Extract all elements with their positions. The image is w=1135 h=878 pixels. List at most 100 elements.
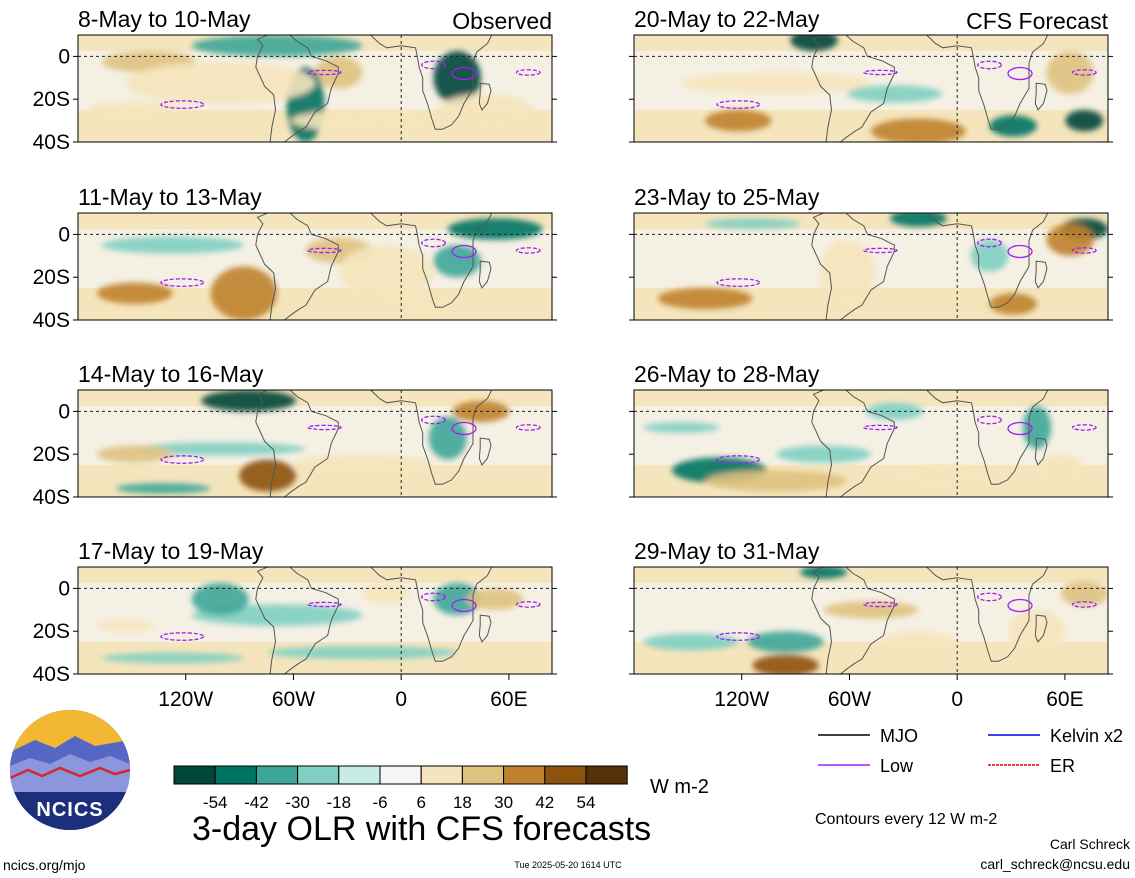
x-tick-label: 60E bbox=[1046, 688, 1083, 711]
panel-title: 20-May to 22-May bbox=[634, 6, 820, 32]
colorbar-swatch bbox=[420, 765, 463, 785]
africa-outline bbox=[926, 35, 1049, 130]
colorbar-swatch bbox=[379, 765, 422, 785]
continent-outlines bbox=[811, 35, 1049, 142]
low-contours bbox=[716, 60, 1097, 109]
low-contour-solid bbox=[451, 66, 477, 81]
low-contour bbox=[716, 455, 761, 464]
south-america-outline bbox=[255, 567, 339, 674]
wave-legend: MJO Kelvin x2 Low ER bbox=[818, 726, 1123, 776]
colorbar-swatch bbox=[255, 765, 299, 785]
colorbar-label: 18 bbox=[453, 793, 472, 812]
continent-outlines bbox=[811, 390, 1049, 497]
africa-outline bbox=[370, 567, 493, 662]
continent-outlines bbox=[255, 390, 493, 497]
colorbar-label: 30 bbox=[494, 793, 513, 812]
low-contour bbox=[716, 632, 761, 641]
low-contour bbox=[977, 592, 1003, 602]
map-panel: 29-May to 31-May bbox=[629, 538, 1113, 675]
footer-email: carl_schreck@ncsu.edu bbox=[980, 856, 1130, 872]
panel-frame bbox=[77, 34, 553, 143]
madagascar-outline bbox=[478, 260, 492, 289]
x-tick-label: 120W bbox=[158, 688, 213, 711]
madagascar-outline bbox=[478, 82, 492, 111]
colorbar-swatch bbox=[297, 765, 340, 785]
colorbar-swatch bbox=[461, 765, 505, 785]
low-contour-solid bbox=[1007, 66, 1033, 81]
continent-outlines bbox=[255, 35, 493, 142]
x-tick-label: 120W bbox=[714, 688, 769, 711]
madagascar-outline bbox=[1034, 437, 1048, 466]
madagascar-outline bbox=[1034, 260, 1048, 289]
longitude-axes: 120W 60W 0 60E 120W 60W 0 60E bbox=[158, 674, 1084, 711]
low-contour-solid bbox=[1007, 244, 1033, 259]
low-contour-solid bbox=[1007, 598, 1033, 613]
low-contour bbox=[1071, 247, 1097, 254]
y-tick-label: 20S bbox=[33, 443, 70, 466]
panel-frame bbox=[633, 389, 1109, 498]
south-america-outline bbox=[811, 213, 895, 320]
y-tick-label: 40S bbox=[33, 131, 70, 154]
low-contour-solid bbox=[1007, 421, 1033, 436]
africa-outline bbox=[926, 390, 1049, 485]
colorbar-swatch bbox=[544, 765, 587, 785]
low-contour bbox=[515, 69, 541, 76]
colorbar-label: 54 bbox=[577, 793, 596, 812]
low-contour bbox=[977, 415, 1003, 425]
low-contour bbox=[160, 632, 205, 641]
low-contour bbox=[863, 424, 898, 431]
colorbar-units: W m-2 bbox=[650, 776, 709, 798]
south-america-outline bbox=[811, 567, 895, 674]
footer-author: Carl Schreck bbox=[1050, 836, 1131, 852]
legend-label: Kelvin x2 bbox=[1050, 726, 1123, 746]
colorbar-label: -30 bbox=[285, 793, 310, 812]
x-tick-label: 60W bbox=[828, 688, 871, 711]
olr-field bbox=[634, 390, 1108, 497]
low-contours bbox=[160, 415, 541, 464]
africa-outline bbox=[926, 213, 1049, 308]
low-contour bbox=[160, 278, 205, 287]
x-tick-label: 60E bbox=[490, 688, 527, 711]
south-america-outline bbox=[255, 213, 339, 320]
madagascar-outline bbox=[478, 437, 492, 466]
panel-frame bbox=[77, 212, 553, 321]
low-contours bbox=[160, 238, 541, 287]
low-contour bbox=[515, 424, 541, 431]
panel-frame bbox=[633, 566, 1109, 675]
source-label: Observed bbox=[452, 8, 552, 34]
map-panel: 20-May to 22-May CFS Forecast bbox=[629, 6, 1113, 143]
south-america-outline bbox=[255, 35, 339, 142]
panel-title: 14-May to 16-May bbox=[78, 361, 264, 387]
low-contours bbox=[716, 238, 1097, 287]
low-contour-solid bbox=[451, 598, 477, 613]
continent-outlines bbox=[255, 213, 493, 320]
y-tick-label: 20S bbox=[33, 88, 70, 111]
y-tick-label: 20S bbox=[33, 620, 70, 643]
contour-note: Contours every 12 W m-2 bbox=[815, 811, 997, 828]
low-contour-solid bbox=[451, 244, 477, 259]
low-contour bbox=[420, 60, 446, 70]
footer-url: ncics.org/mjo bbox=[3, 857, 86, 873]
madagascar-outline bbox=[1034, 614, 1048, 643]
low-contour bbox=[420, 415, 446, 425]
low-contour bbox=[1071, 601, 1097, 608]
y-tick-label: 0 bbox=[58, 223, 70, 246]
y-tick-label: 0 bbox=[58, 577, 70, 600]
ncics-logo: NCICS bbox=[10, 710, 130, 830]
low-contour bbox=[515, 247, 541, 254]
panel-title: 23-May to 25-May bbox=[634, 184, 820, 210]
south-america-outline bbox=[255, 390, 339, 497]
olr-field bbox=[634, 35, 1108, 142]
south-america-outline bbox=[811, 35, 895, 142]
low-contours bbox=[716, 592, 1097, 641]
low-contour bbox=[160, 455, 205, 464]
x-tick-label: 60W bbox=[272, 688, 315, 711]
madagascar-outline bbox=[478, 614, 492, 643]
madagascar-outline bbox=[1034, 82, 1048, 111]
colorbar-swatch bbox=[214, 765, 257, 785]
legend-label: MJO bbox=[880, 726, 918, 746]
low-contour bbox=[716, 278, 761, 287]
colorbar-swatch bbox=[338, 765, 381, 785]
low-contour bbox=[863, 247, 898, 254]
